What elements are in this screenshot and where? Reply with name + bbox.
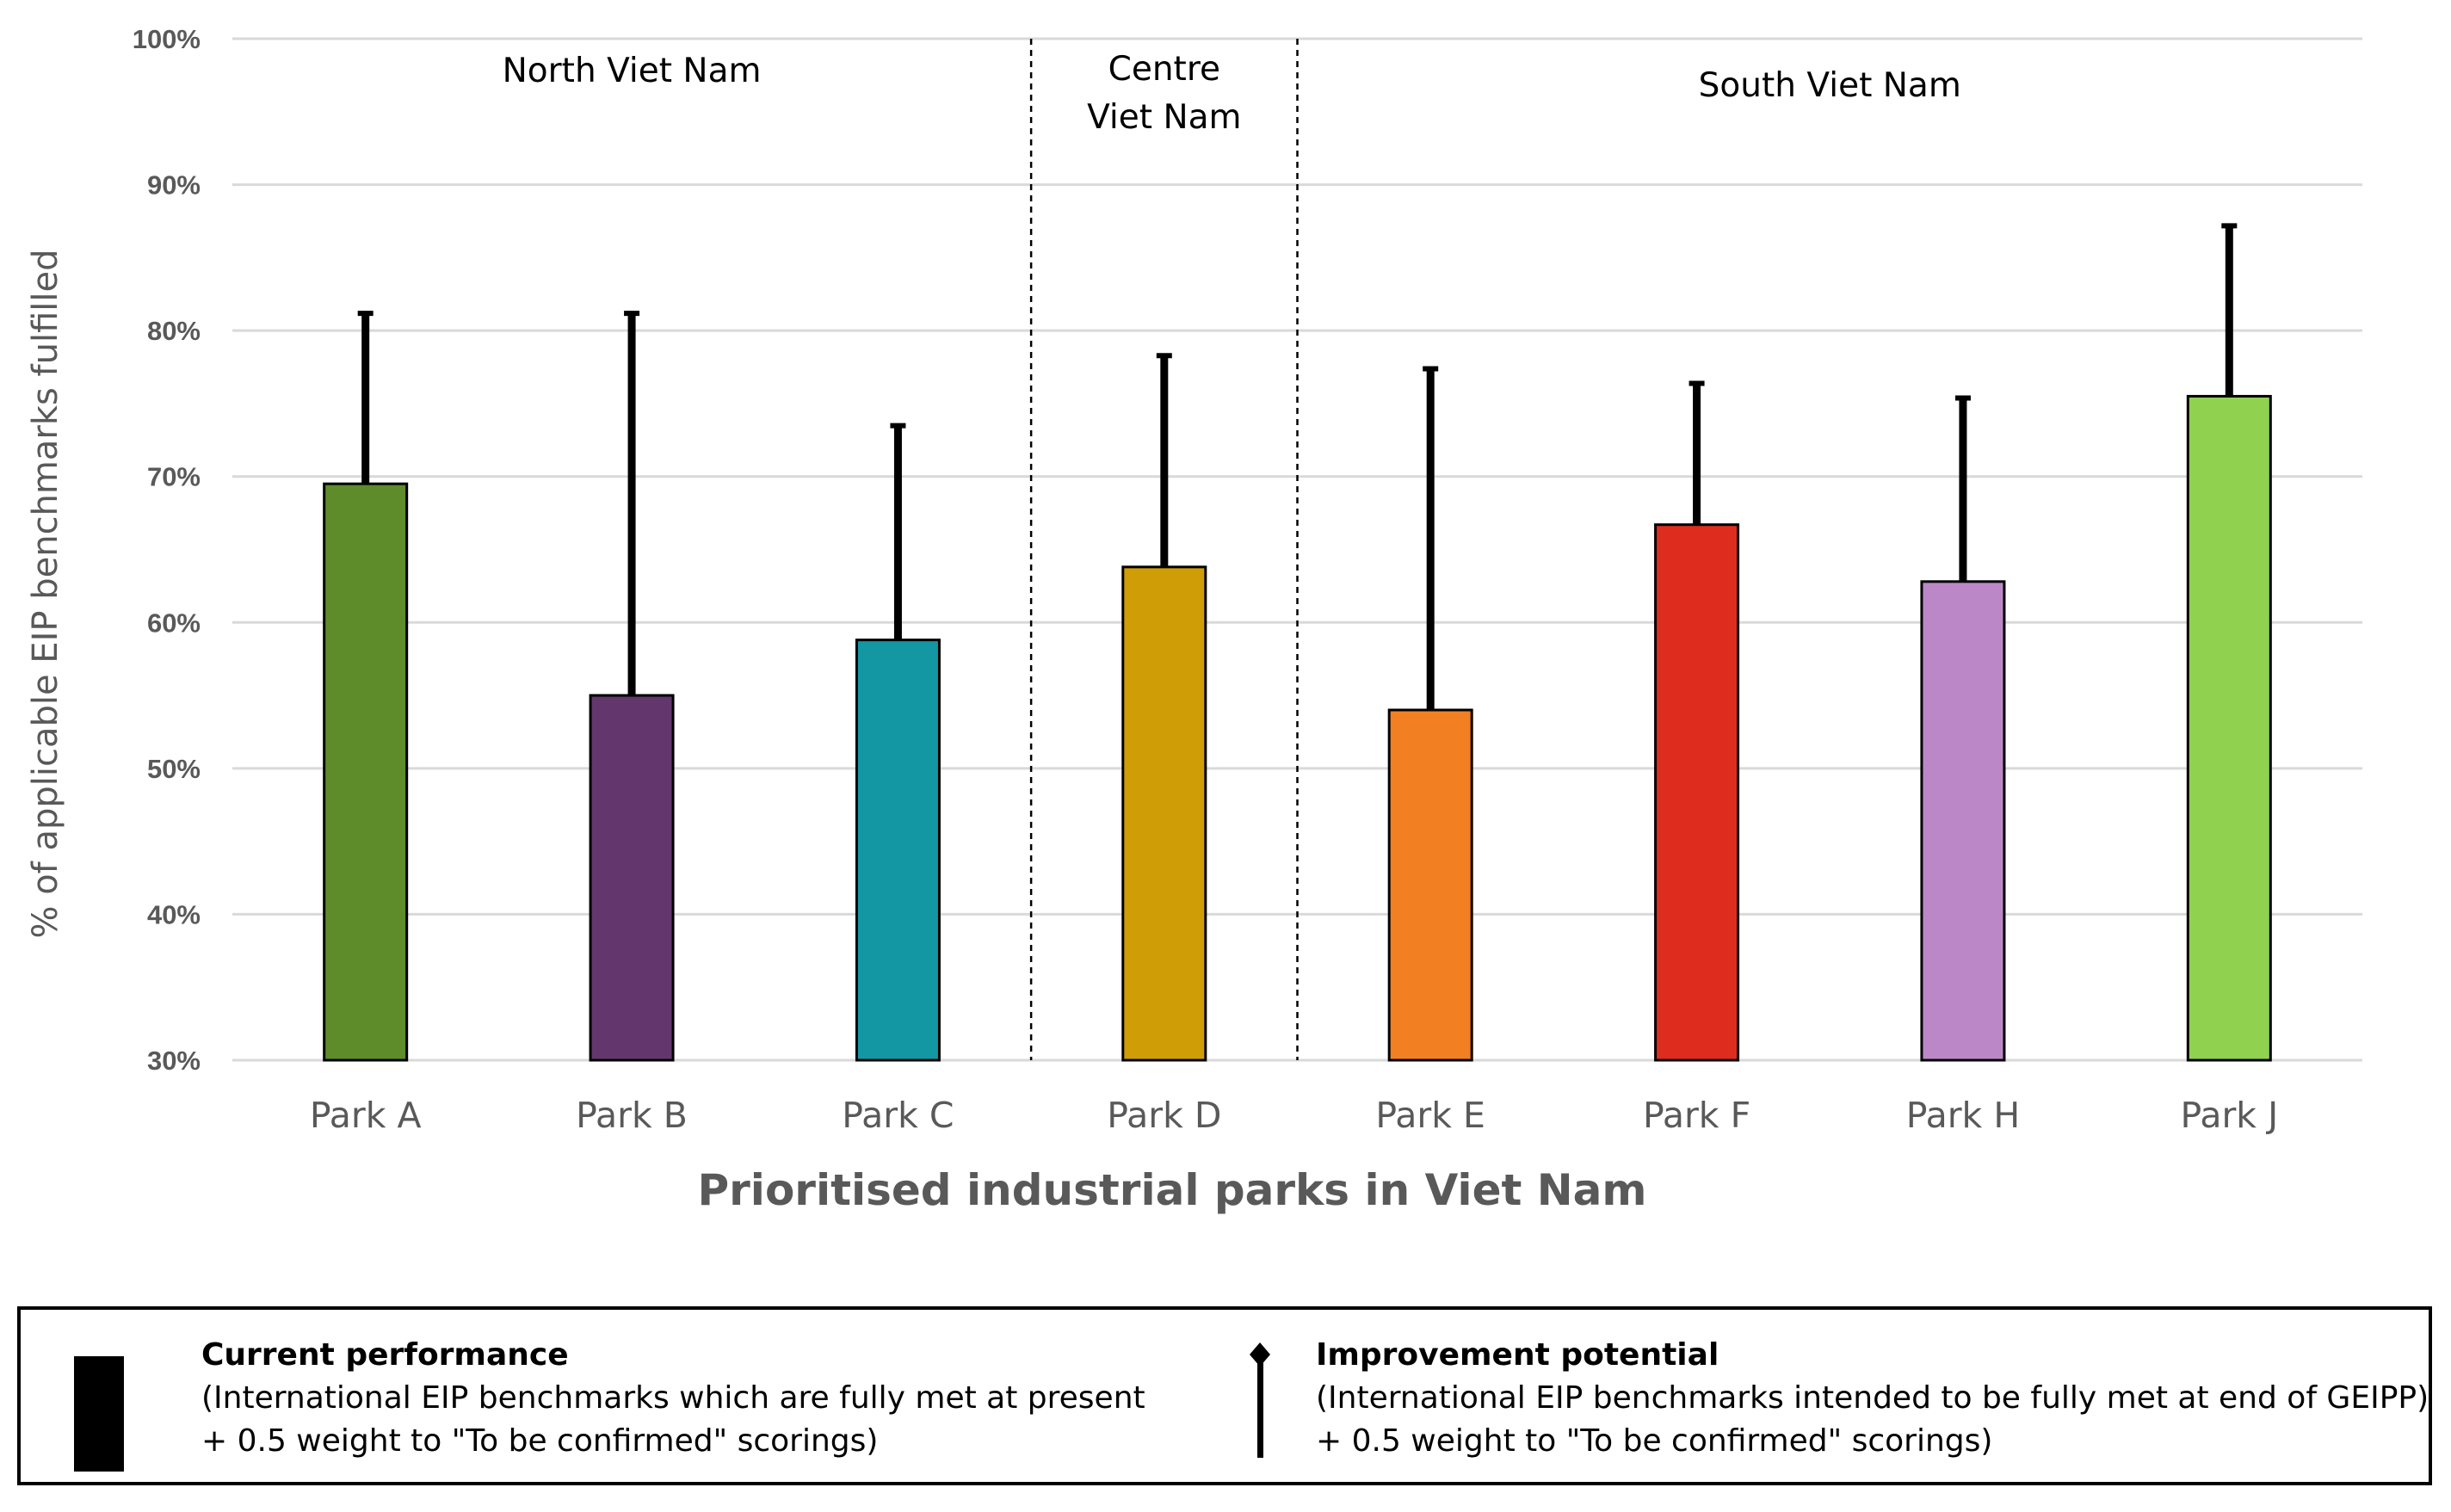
bar-current-performance: [589, 694, 675, 1062]
legend-current-line1: (International EIP benchmarks which are …: [201, 1380, 1145, 1416]
current-performance-swatch: [74, 1356, 124, 1472]
region-label: South Viet Nam: [1699, 66, 1961, 105]
improvement-arrow-icon: [1250, 1342, 1270, 1458]
x-category-label: Park A: [310, 1095, 422, 1136]
bar-current-performance: [1654, 523, 1740, 1062]
bar-current-performance: [855, 639, 941, 1062]
x-category-label: Park F: [1643, 1095, 1750, 1136]
y-tick-label: 60%: [147, 608, 201, 638]
bar-current-performance: [1121, 565, 1207, 1062]
y-tick-label: 70%: [147, 462, 201, 492]
x-category-label: Park C: [842, 1095, 954, 1136]
x-category-label: Park E: [1375, 1095, 1485, 1136]
y-tick-label: 50%: [147, 754, 201, 784]
x-category-label: Park B: [576, 1095, 688, 1136]
y-tick-label: 90%: [147, 170, 201, 201]
x-category-label: Park H: [1906, 1095, 2020, 1136]
legend-improvement-title: Improvement potential: [1316, 1337, 1719, 1373]
region-labels: North Viet Nam Centre Viet Nam South Viet N…: [503, 50, 1961, 137]
legend-current-title: Current performance: [201, 1337, 569, 1373]
x-category-label: Park J: [2180, 1095, 2278, 1136]
legend: Current performance (International EIP b…: [17, 1306, 2432, 1485]
x-category-label: Park D: [1107, 1095, 1221, 1136]
region-label: Viet Nam: [1087, 98, 1241, 137]
x-axis-title: Prioritised industrial parks in Viet Nam: [698, 1165, 1647, 1215]
y-axis-title: % of applicable EIP benchmarks fulfilled: [26, 249, 65, 938]
region-label: Centre: [1108, 50, 1220, 89]
y-tick-label: 100%: [133, 24, 201, 54]
bar-current-performance: [1920, 580, 2006, 1062]
y-tick-label: 30%: [147, 1046, 201, 1076]
bars: [323, 394, 2272, 1062]
region-dividers: [1029, 39, 1299, 1060]
bar-chart: 30% 40% 50% 60% 70% 80% 90% 100% Park A Park B Par…: [26, 24, 2362, 1215]
improvement-markers: [357, 223, 2238, 711]
gridlines: [232, 37, 2362, 1062]
legend-improvement-line2: + 0.5 weight to "To be confirmed" scorin…: [1316, 1423, 1993, 1459]
bar-current-performance: [2186, 394, 2272, 1062]
legend-current-line2: + 0.5 weight to "To be confirmed" scorin…: [201, 1423, 879, 1459]
y-tick-label: 40%: [147, 899, 201, 929]
region-label: North Viet Nam: [503, 52, 762, 90]
bar-current-performance: [323, 482, 409, 1062]
legend-improvement-line1: (International EIP benchmarks intended t…: [1316, 1380, 2429, 1416]
bar-current-performance: [1387, 708, 1473, 1062]
axis-labels: 30% 40% 50% 60% 70% 80% 90% 100% Park A Park B Par…: [133, 24, 2278, 1136]
y-tick-label: 80%: [147, 316, 201, 346]
